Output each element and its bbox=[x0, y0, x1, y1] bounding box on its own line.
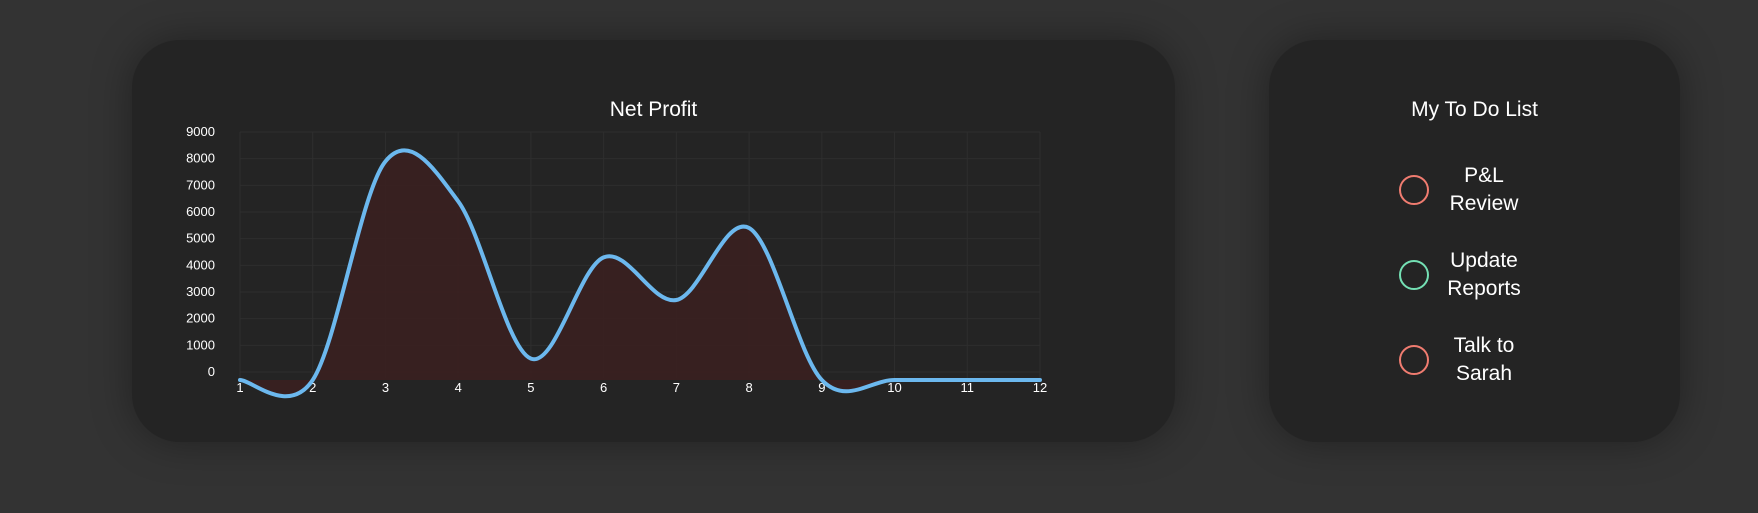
x-tick-label: 7 bbox=[673, 380, 680, 395]
todo-label-line: Review bbox=[1449, 192, 1519, 215]
y-tick-label: 1000 bbox=[186, 337, 215, 352]
net-profit-card: Net Profit 0 1000 2000 3000 4000 5000 6000 7000… bbox=[132, 40, 1175, 442]
y-tick-label: 9000 bbox=[186, 124, 215, 139]
x-tick-label: 11 bbox=[961, 380, 975, 395]
todo-label-line: Sarah bbox=[1455, 362, 1513, 385]
x-tick-label: 1 bbox=[236, 380, 243, 395]
todo-title: My To Do List bbox=[1411, 98, 1538, 121]
x-tick-label: 9 bbox=[818, 380, 825, 395]
todo-label-line: Reports bbox=[1447, 277, 1521, 300]
x-tick-label: 3 bbox=[382, 380, 389, 395]
y-tick-label: 5000 bbox=[186, 231, 215, 246]
todo-label: P&L Review bbox=[1434, 162, 1534, 218]
todo-item[interactable]: Update Reports bbox=[1269, 247, 1680, 307]
todo-item[interactable]: Talk to Sarah bbox=[1269, 332, 1680, 392]
x-tick-label: 8 bbox=[745, 380, 752, 395]
x-tick-label: 12 bbox=[1033, 380, 1047, 395]
area-fill bbox=[240, 150, 1040, 397]
todo-label-line: Talk to bbox=[1453, 334, 1515, 357]
y-tick-label: 3000 bbox=[186, 284, 215, 299]
y-tick-label: 4000 bbox=[186, 257, 215, 272]
todo-label: Talk to Sarah bbox=[1434, 332, 1534, 388]
y-tick-label: 6000 bbox=[186, 204, 215, 219]
todo-card: My To Do List P&L Review Update Reports … bbox=[1269, 40, 1680, 442]
x-tick-label: 10 bbox=[887, 380, 901, 395]
todo-checkbox-circle[interactable] bbox=[1399, 260, 1429, 290]
todo-label-line: P&L bbox=[1464, 164, 1504, 187]
x-tick-label: 2 bbox=[309, 380, 316, 395]
y-tick-label: 2000 bbox=[186, 311, 215, 326]
x-tick-label: 4 bbox=[455, 380, 462, 395]
todo-label-line: Update bbox=[1450, 249, 1518, 272]
x-tick-label: 5 bbox=[527, 380, 534, 395]
chart-title: Net Profit bbox=[609, 98, 698, 121]
x-tick-label: 6 bbox=[600, 380, 607, 395]
todo-label: Update Reports bbox=[1434, 247, 1534, 303]
todo-checkbox-circle[interactable] bbox=[1399, 175, 1429, 205]
series-line bbox=[238, 148, 1042, 399]
y-tick-label: 8000 bbox=[186, 151, 215, 166]
y-tick-label: 0 bbox=[208, 364, 215, 379]
y-tick-label: 7000 bbox=[186, 177, 215, 192]
todo-checkbox-circle[interactable] bbox=[1399, 345, 1429, 375]
todo-item[interactable]: P&L Review bbox=[1269, 162, 1680, 222]
